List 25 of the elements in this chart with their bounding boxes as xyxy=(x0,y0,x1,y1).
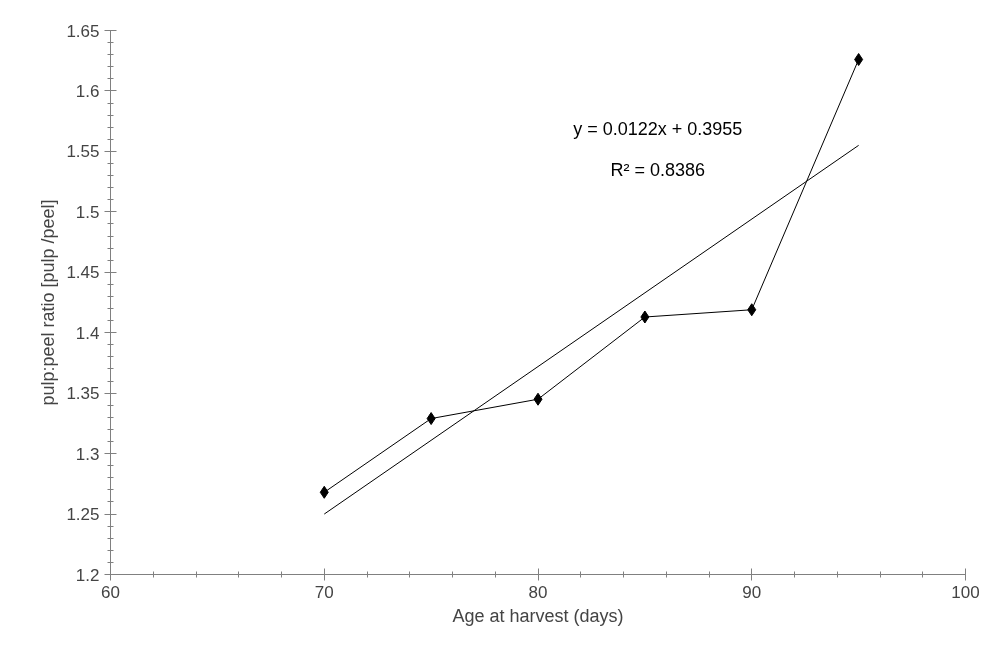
y-tick-label: 1.2 xyxy=(75,565,100,585)
y-tick-label: 1.35 xyxy=(66,384,100,404)
annotation: y = 0.0122x + 0.3955 xyxy=(573,119,743,140)
x-tick-label: 90 xyxy=(742,582,762,602)
annotation: R² = 0.8386 xyxy=(610,160,705,181)
x-tick-label: 70 xyxy=(314,582,334,602)
point xyxy=(854,53,864,67)
y-tick-label: 1.55 xyxy=(66,142,100,162)
point xyxy=(426,412,436,426)
y-tick-label: 1.4 xyxy=(75,323,100,343)
point xyxy=(533,392,543,406)
point xyxy=(747,303,757,317)
x-tick-label: 100 xyxy=(951,582,980,602)
x-tick-label: 60 xyxy=(101,582,120,602)
point xyxy=(640,310,650,324)
point xyxy=(319,485,329,499)
y-tick-label: 1.45 xyxy=(66,263,100,283)
y-tick-label: 1.5 xyxy=(75,202,100,222)
y-tick-label: 1.25 xyxy=(66,505,100,525)
y-tick-label: 1.3 xyxy=(75,444,100,464)
y-tick-label: 1.6 xyxy=(75,81,100,101)
y-tick-label: 1.65 xyxy=(66,21,100,41)
x-axis-title: Age at harvest (days) xyxy=(452,605,624,626)
x-tick-label: 80 xyxy=(528,582,548,602)
y-axis-title: pulp:peel ratio [pulp /peel] xyxy=(38,199,59,406)
